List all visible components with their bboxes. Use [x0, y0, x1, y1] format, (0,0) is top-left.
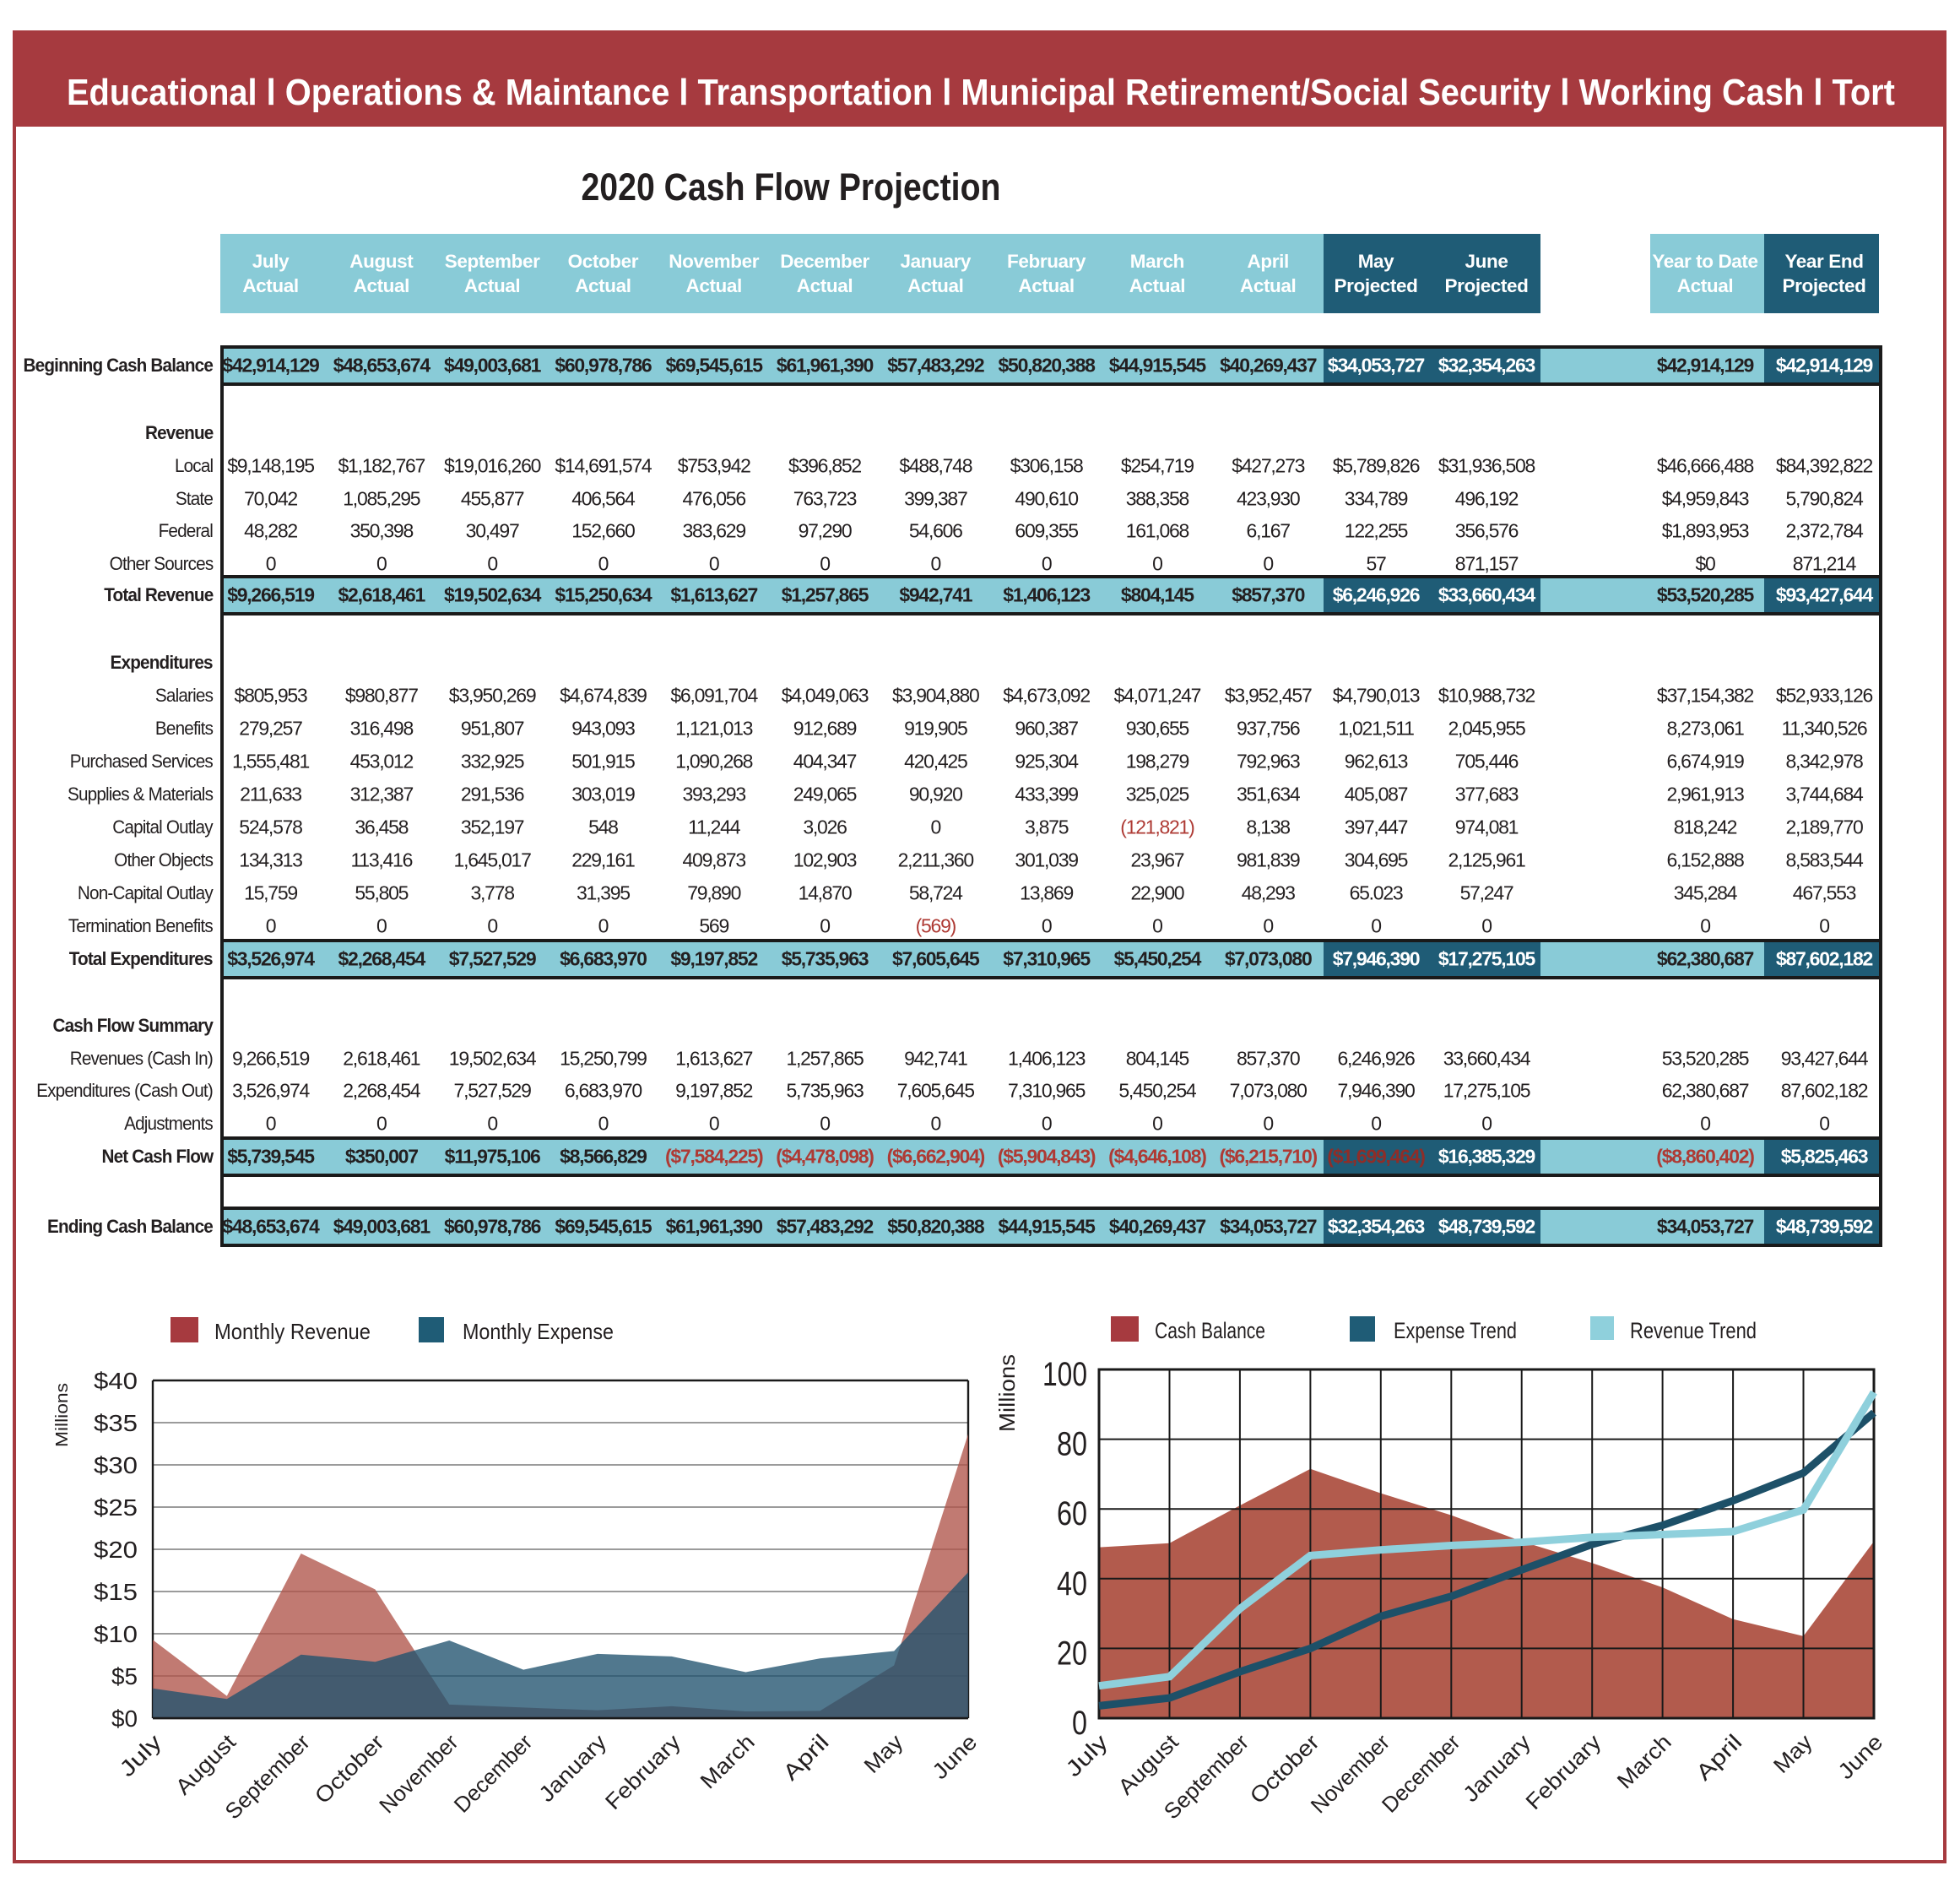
svg-text:March: March	[1611, 1729, 1676, 1793]
svg-text:April: April	[1691, 1729, 1746, 1785]
svg-text:$0: $0	[111, 1705, 138, 1732]
svg-text:Revenue Trend: Revenue Trend	[1630, 1318, 1757, 1343]
svg-text:Expense Trend: Expense Trend	[1394, 1318, 1517, 1343]
svg-text:March: March	[695, 1729, 759, 1793]
svg-text:$40: $40	[94, 1368, 138, 1394]
svg-text:Monthly Expense: Monthly Expense	[463, 1319, 614, 1344]
svg-text:August: August	[1113, 1728, 1183, 1799]
svg-text:May: May	[858, 1729, 907, 1778]
svg-text:$20: $20	[94, 1537, 138, 1563]
svg-text:Millions: Millions	[53, 1383, 72, 1447]
svg-text:January: January	[533, 1729, 611, 1807]
svg-text:Cash Balance: Cash Balance	[1155, 1318, 1265, 1343]
svg-text:February: February	[1520, 1729, 1605, 1814]
svg-text:20: 20	[1057, 1635, 1087, 1672]
svg-text:80: 80	[1057, 1426, 1087, 1463]
svg-text:$5: $5	[111, 1663, 138, 1689]
svg-text:August: August	[171, 1728, 241, 1799]
svg-text:June: June	[1833, 1729, 1887, 1784]
svg-text:July: July	[114, 1729, 166, 1781]
svg-text:40: 40	[1057, 1565, 1087, 1602]
svg-text:May: May	[1768, 1729, 1817, 1778]
svg-text:0: 0	[1072, 1705, 1087, 1742]
svg-text:December: December	[1377, 1729, 1465, 1818]
svg-text:December: December	[449, 1729, 538, 1818]
svg-text:$10: $10	[94, 1621, 138, 1647]
svg-text:Millions: Millions	[994, 1354, 1020, 1432]
svg-text:$30: $30	[94, 1452, 138, 1478]
svg-text:$35: $35	[94, 1410, 138, 1436]
svg-text:February: February	[600, 1729, 685, 1814]
svg-text:100: 100	[1042, 1356, 1087, 1393]
svg-text:November: November	[374, 1729, 463, 1819]
svg-text:60: 60	[1057, 1495, 1087, 1532]
svg-text:April: April	[777, 1729, 833, 1785]
svg-text:July: July	[1060, 1729, 1113, 1781]
svg-text:Monthly Revenue: Monthly Revenue	[214, 1319, 371, 1344]
svg-text:$15: $15	[94, 1579, 138, 1605]
svg-text:$25: $25	[94, 1494, 138, 1521]
